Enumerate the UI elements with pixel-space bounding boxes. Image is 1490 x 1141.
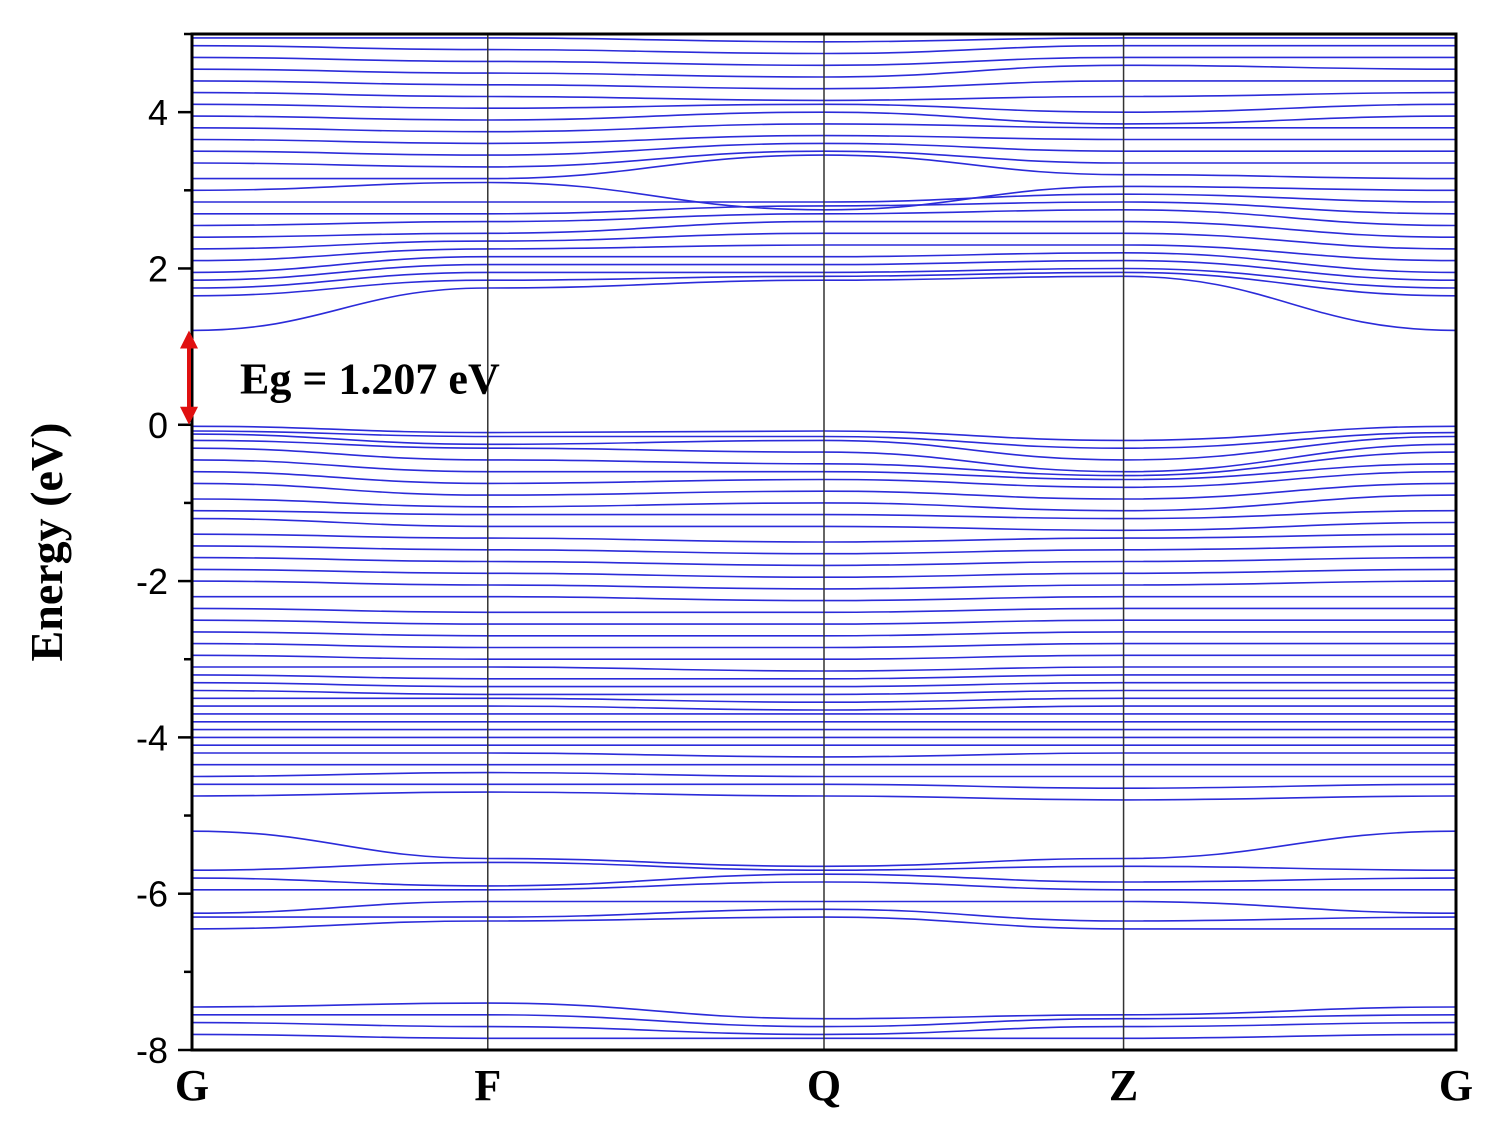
y-tick-label: -2 bbox=[136, 561, 168, 602]
x-tick-label-0: G bbox=[175, 1061, 209, 1110]
band-gap-label: Eg = 1.207 eV bbox=[240, 355, 500, 404]
band-gap-arrow-head-bottom bbox=[180, 406, 198, 425]
plot-frame bbox=[190, 32, 1458, 1052]
x-tick-label-2: Q bbox=[807, 1061, 841, 1110]
band-gap-arrow-head-top bbox=[180, 330, 198, 349]
y-tick-label: -8 bbox=[136, 1030, 168, 1071]
y-tick-label: -4 bbox=[136, 717, 168, 758]
y-axis: -8 -6 -4 -2 0 2 4 bbox=[136, 32, 192, 1071]
high-symmetry-lines bbox=[487, 34, 1125, 1050]
y-tick-label: 4 bbox=[148, 92, 168, 133]
y-tick-label: -6 bbox=[136, 874, 168, 915]
y-axis-title: Energy (eV) bbox=[21, 423, 72, 662]
y-tick-label: 0 bbox=[148, 405, 168, 446]
x-tick-label-1: F bbox=[474, 1061, 501, 1110]
y-tick-label: 2 bbox=[148, 248, 168, 289]
x-tick-label-4: G bbox=[1439, 1061, 1473, 1110]
band-gap-annotation: Eg = 1.207 eV bbox=[180, 330, 500, 425]
x-tick-label-3: Z bbox=[1109, 1061, 1138, 1110]
